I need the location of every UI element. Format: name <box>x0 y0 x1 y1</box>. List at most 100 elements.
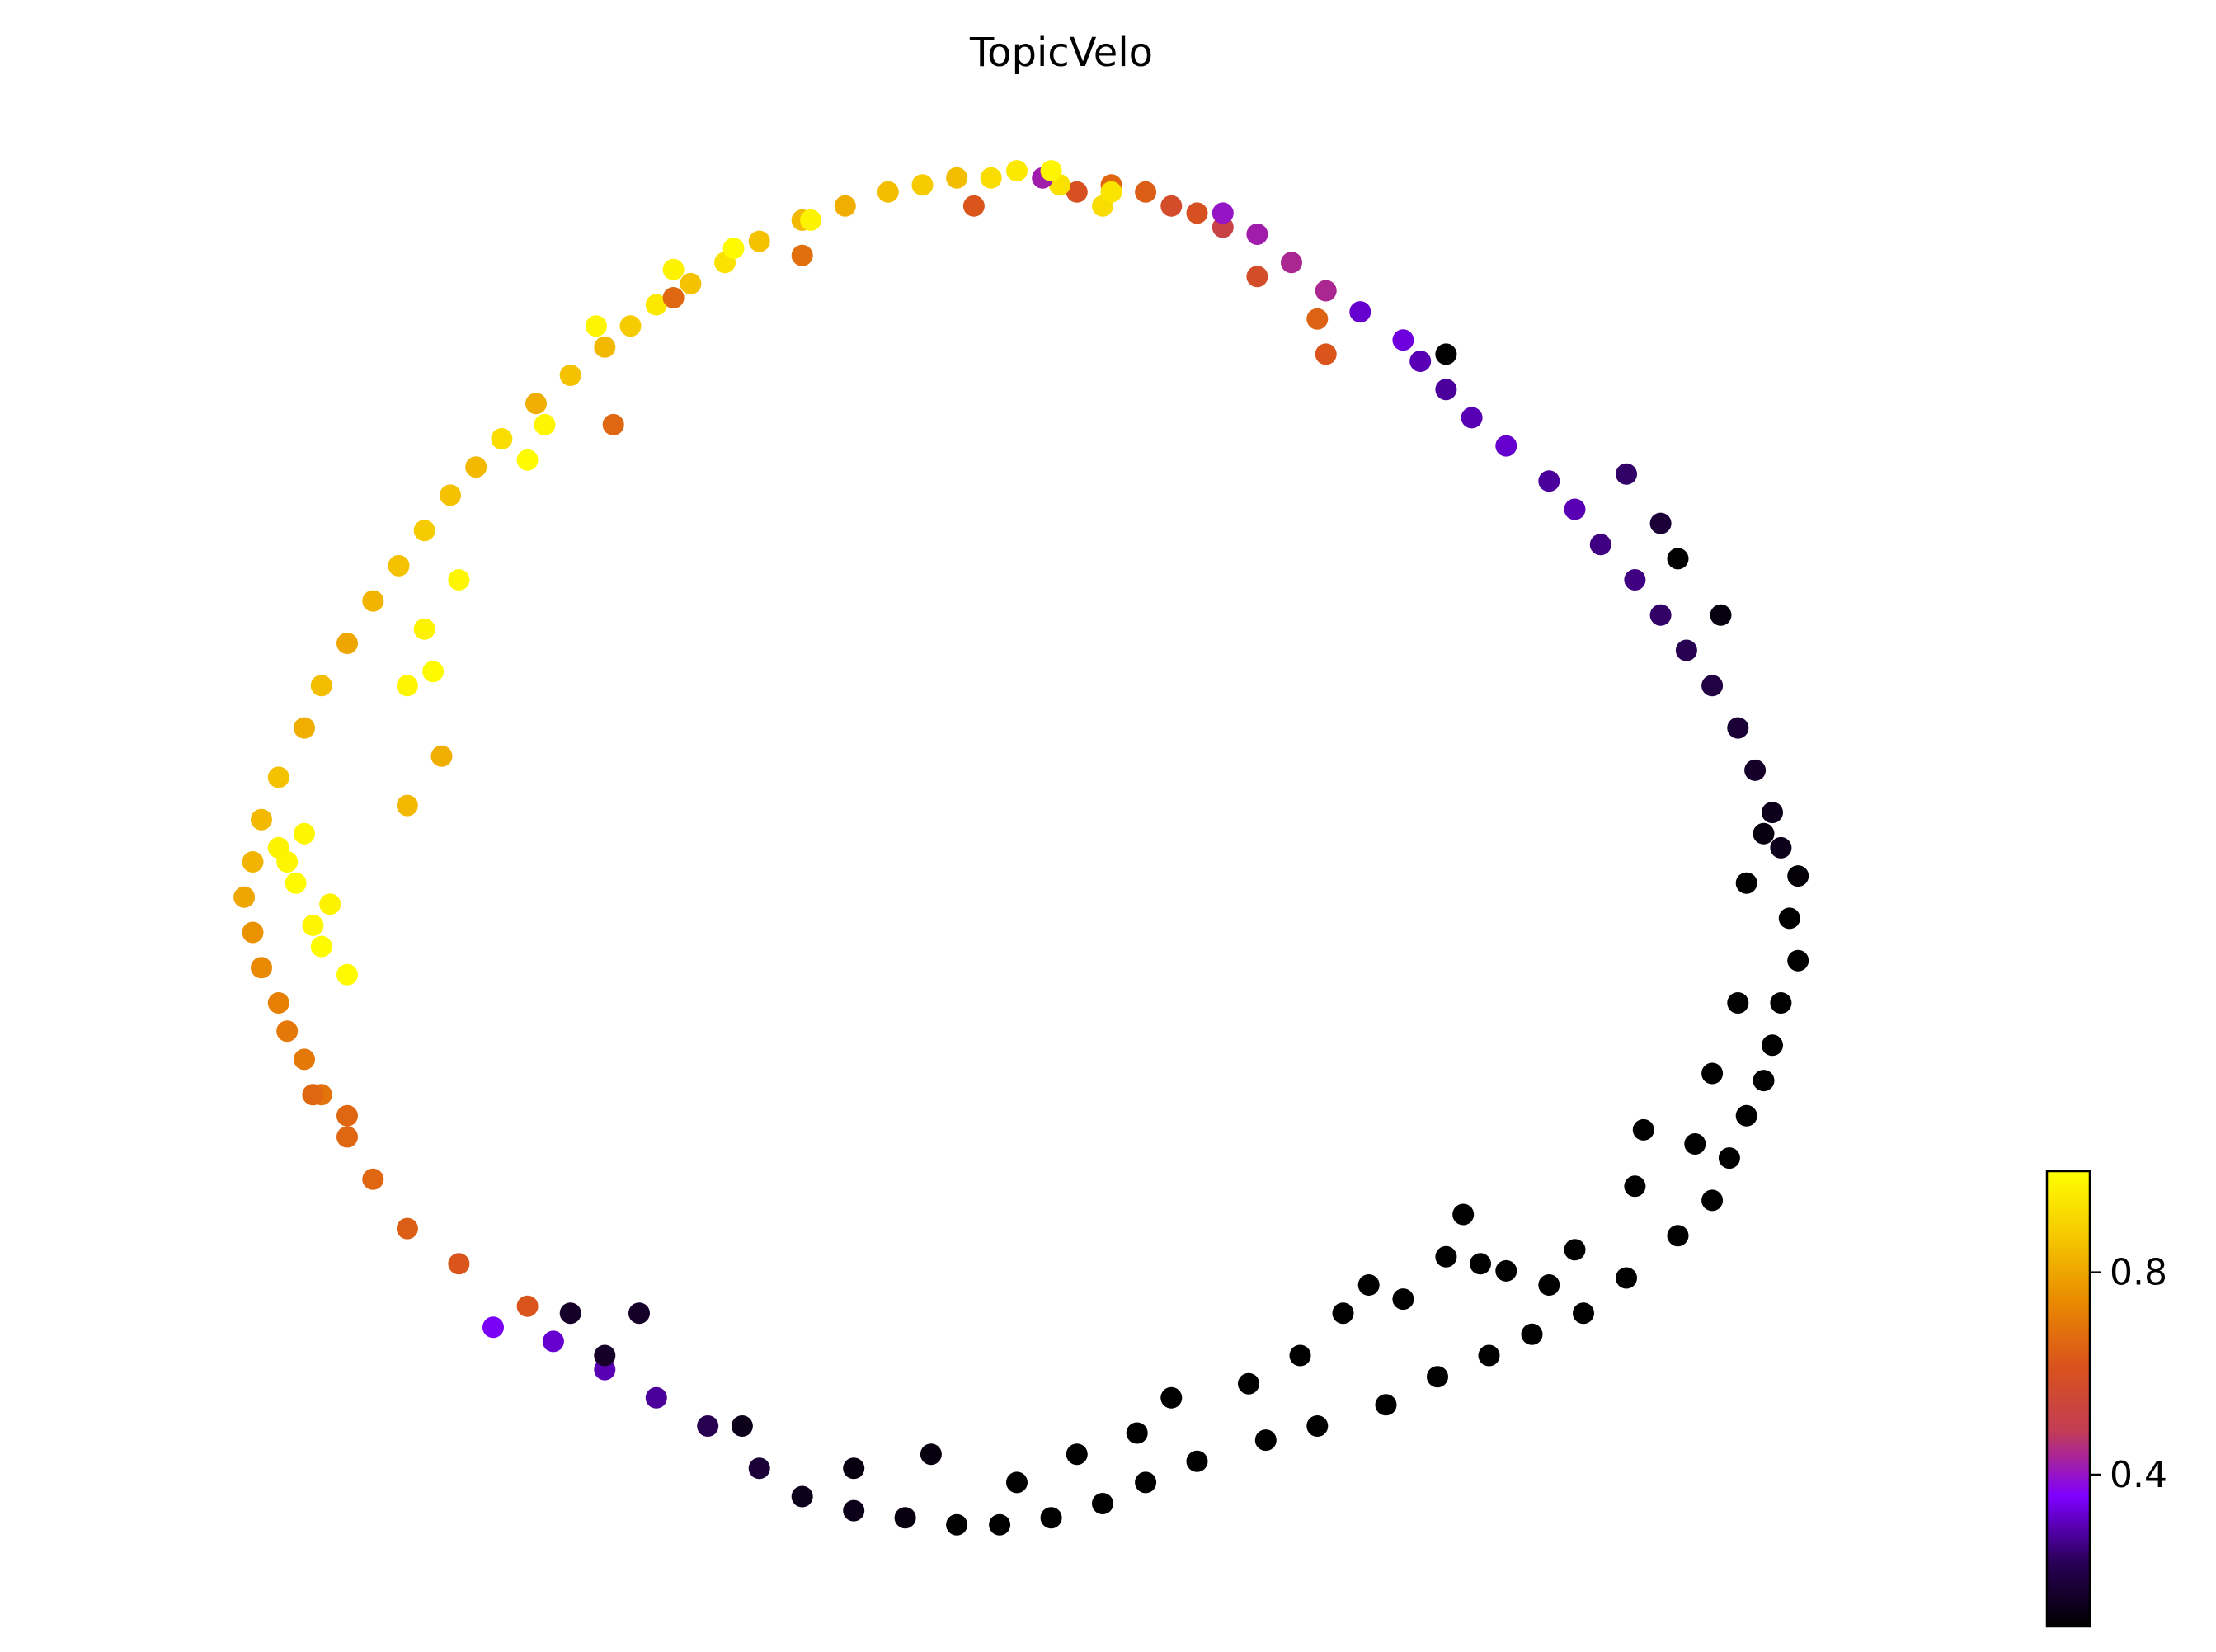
scatter-point <box>294 822 315 845</box>
scatter-point <box>1040 1507 1062 1529</box>
scatter-point <box>310 935 332 958</box>
scatter-point <box>1092 1493 1113 1514</box>
scatter-point <box>276 1020 299 1043</box>
scatter-point <box>1770 836 1792 859</box>
scatter-point <box>1126 1422 1148 1444</box>
scatter-point <box>559 365 581 386</box>
scatter-point <box>1649 512 1672 534</box>
scatter-point <box>1315 343 1337 365</box>
scatter-point <box>1315 280 1337 302</box>
scatter-point <box>1254 1429 1277 1452</box>
scatter-point <box>1006 160 1028 182</box>
scatter-point <box>1744 759 1767 781</box>
scatter-point <box>662 287 685 308</box>
scatter-point <box>1427 1366 1448 1388</box>
scatter-point <box>1186 202 1208 224</box>
scatter-point <box>1701 1062 1724 1085</box>
scatter-point <box>585 315 607 337</box>
scatter-point <box>1289 1344 1311 1367</box>
scatter-point <box>594 336 616 358</box>
scatter-point <box>1160 195 1183 217</box>
scatter-point <box>1778 907 1800 930</box>
scatter-point <box>1701 675 1724 697</box>
scatter-point <box>294 1048 315 1071</box>
scatter-point <box>962 195 985 217</box>
scatter-point <box>1718 1147 1740 1170</box>
scatter-point <box>1066 1443 1088 1466</box>
scatter-point <box>525 393 547 415</box>
scatter-point <box>791 244 813 266</box>
scatter-point <box>1040 160 1062 182</box>
colorbar-tick-label: 0.8 <box>2110 1252 2167 1294</box>
colorbar-tick-label: 0.4 <box>2110 1454 2167 1496</box>
scatter-point <box>413 618 435 640</box>
scatter-point <box>465 456 487 478</box>
scatter-point <box>1727 992 1749 1014</box>
scatter-point <box>251 957 272 979</box>
scatter-point <box>843 1457 865 1480</box>
scatter-point <box>628 1302 650 1325</box>
scatter-point <box>542 1330 564 1353</box>
scatter-point <box>1332 1302 1354 1325</box>
scatter-point <box>482 1316 504 1339</box>
scatter-point <box>1564 498 1586 520</box>
scatter-point <box>242 851 264 873</box>
scatter-point <box>1667 1225 1689 1247</box>
scatter-point <box>388 554 410 577</box>
scatter-point <box>894 1507 916 1529</box>
scatter-point <box>1461 407 1483 429</box>
scatter-point <box>1710 604 1732 626</box>
scatter-point <box>1435 343 1457 365</box>
scatter-point <box>1616 1267 1637 1289</box>
scatter-point <box>697 1415 719 1437</box>
scatter-point <box>645 1386 667 1409</box>
chart-title: TopicVelo <box>969 30 1153 76</box>
scatter-point <box>843 1499 865 1522</box>
scatter-point <box>1281 252 1302 274</box>
scatter-point <box>1538 1274 1560 1296</box>
colorbar: 0.4 0.8 <box>2045 1170 2167 1628</box>
scatter-points <box>233 160 1809 1536</box>
colorbar-gradient <box>2047 1171 2090 1626</box>
scatter-point <box>294 717 315 739</box>
scatter-point <box>516 449 539 471</box>
scatter-point <box>396 675 418 697</box>
scatter-point <box>1675 639 1697 661</box>
scatter-point <box>1392 329 1414 351</box>
scatter-point <box>791 1485 813 1508</box>
scatter-point <box>516 1295 539 1317</box>
scatter-point <box>1762 802 1783 824</box>
scatter-point <box>310 675 332 697</box>
scatter-point <box>731 1415 753 1437</box>
scatter-point <box>491 428 513 449</box>
scatter-point <box>534 413 556 435</box>
scatter-point <box>1735 1104 1757 1127</box>
scatter-point <box>1470 1253 1491 1275</box>
scatter-point <box>1735 872 1757 894</box>
scatter-point <box>285 872 307 894</box>
scatter-point <box>1100 181 1122 203</box>
scatter-point <box>1624 569 1646 591</box>
scatter-point <box>1753 1070 1775 1092</box>
scatter-point <box>1632 1118 1654 1141</box>
scatter-point <box>877 181 899 203</box>
scatter-point <box>989 1513 1011 1536</box>
scatter-point <box>430 745 453 767</box>
scatter-point <box>1246 224 1268 245</box>
colorbar-outline <box>2045 1170 2091 1628</box>
scatter-point <box>251 808 272 831</box>
scatter-point <box>267 992 289 1014</box>
scatter-point <box>1452 1203 1475 1226</box>
scatter-point <box>267 766 289 788</box>
scatter-point <box>559 1302 581 1325</box>
scatter-point <box>748 1457 770 1480</box>
scatter-point <box>1212 202 1234 224</box>
scatter-point <box>800 209 822 231</box>
scatter-point <box>302 1084 324 1106</box>
scatter-point <box>336 633 358 654</box>
scatter-point <box>1135 1471 1157 1494</box>
scatter-point <box>834 195 856 217</box>
scatter-point <box>1186 1450 1208 1472</box>
scatter-point <box>1478 1344 1500 1367</box>
